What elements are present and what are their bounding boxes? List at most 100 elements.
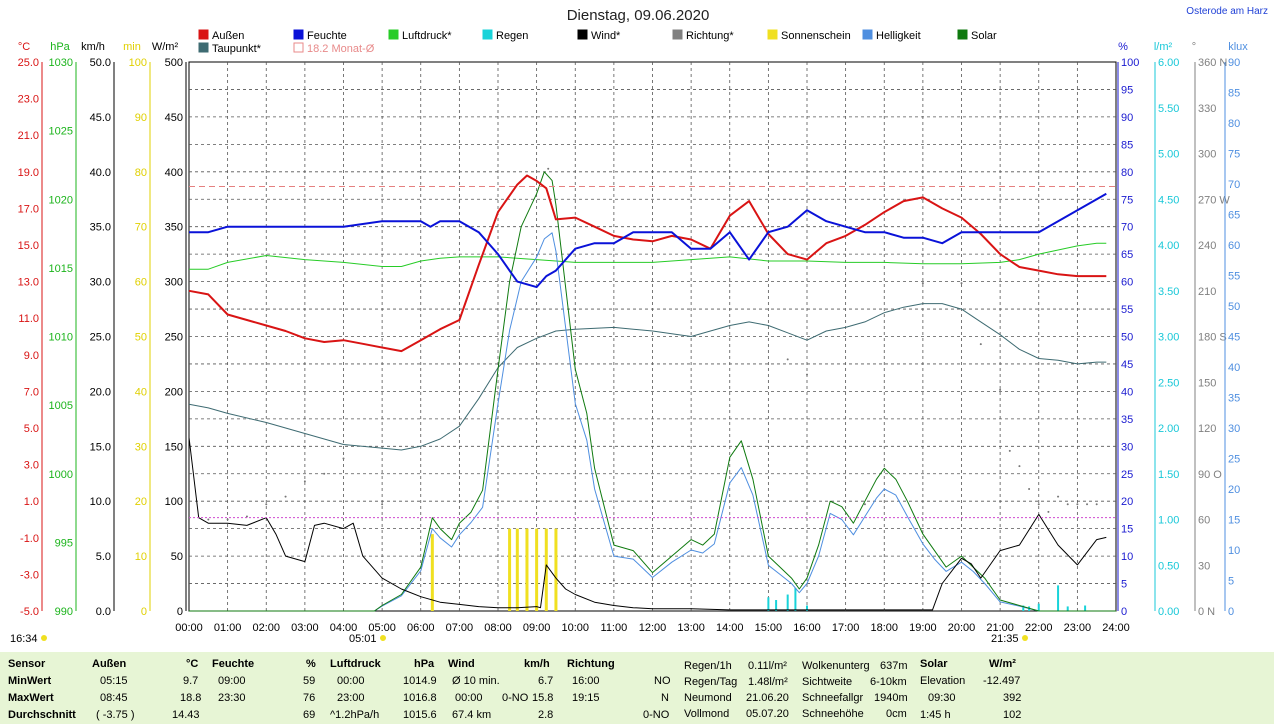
right-axis-tick: 75 [1228,149,1240,161]
solar-elev: -12.497 [983,675,1021,687]
x-tick-label: 13:00 [677,622,705,634]
aussen-max-time: 08:45 [100,692,128,704]
right-axis-tick: 5 [1228,576,1234,588]
right-axis-tick: 240 [1198,240,1216,252]
solar-unit: W/m² [989,658,1016,670]
series-layer [188,167,1116,612]
right-axis-tick: 0.50 [1158,560,1179,572]
right-axis-tick: 30 [1198,560,1210,572]
right-axis-tick: 15 [1121,524,1133,536]
legend-swatch [293,42,304,53]
wind-max: 15.8 [532,692,554,704]
point-richtung [265,503,268,506]
wind-max-time: 00:00 [455,692,483,704]
regen-tag-value: 1.48l/m² [748,676,788,688]
left-axis-tick: 10 [135,551,147,563]
location-link[interactable]: Osterode am Harz [1186,6,1268,17]
series-line-auen [188,174,1107,353]
legend-label: Sonnenschein [781,30,851,42]
right-axis-tick: 80 [1121,167,1133,179]
luftdruck-avg: 1015.6 [403,709,437,721]
right-axis-tick: 40 [1228,362,1240,374]
legend-label: Wind* [591,30,621,42]
left-axis-tick: 17.0 [18,203,39,215]
right-axis-unit: klux [1228,41,1248,53]
row-label-avg: Durchschnitt [8,709,76,721]
legend-swatch [577,29,588,40]
bar-regen [1022,605,1025,611]
right-axis-tick: 20 [1121,496,1133,508]
right-axis-tick: 50 [1121,332,1133,344]
point-richtung [1086,503,1089,506]
series-line-wind [188,437,1107,611]
point-richtung [806,373,808,376]
left-axis-tick: 0 [141,606,147,618]
x-tick-label: 09:00 [523,622,551,634]
x-tick-label: 19:00 [909,622,937,634]
left-axis-tick: 250 [165,332,183,344]
legend-swatch [198,29,209,40]
left-axis-tick: 1.0 [24,496,39,508]
feuchte-min: 59 [303,675,316,687]
legend-label: Richtung* [686,30,734,42]
richtung-max: N [661,692,669,704]
richtung-avg: 0-NO [643,709,670,721]
sunrise-label: 05:01 [349,633,377,645]
left-axis-tick: 25.0 [18,57,39,69]
point-richtung [863,503,866,506]
left-axis-tick: 995 [55,537,73,549]
row-label-sensor: Sensor [8,658,46,670]
point-richtung [207,518,210,521]
right-axis-tick: 30 [1121,441,1133,453]
right-axis-tick: 6.00 [1158,57,1179,69]
right-axis-tick: 85 [1121,139,1133,151]
x-tick-label: 22:00 [1025,622,1053,634]
left-axis-unit: W/m² [152,41,179,53]
left-axis-unit: °C [18,41,30,53]
right-axis-tick: 85 [1228,88,1240,100]
bar-regen [767,597,770,611]
right-axis-tick: 0.00 [1158,606,1179,618]
left-axis-tick: 0.0 [96,606,111,618]
left-axis-tick: 80 [135,167,147,179]
right-axis-tick: 0 N [1198,606,1215,618]
schneehoehe-label: Schneehöhe [802,708,864,720]
legend-label: Helligkeit [876,30,921,42]
left-axis-tick: 5.0 [24,423,39,435]
bar-sonnenschein [535,528,539,611]
bar-sonnenschein [525,528,529,611]
sunrise-icon [380,635,386,641]
point-richtung [303,480,306,483]
left-axis-tick: 35.0 [90,222,111,234]
schneefall-value: 1940m [874,692,908,704]
right-axis-tick: 90 O [1198,469,1222,481]
wind-avg-label: 67.4 km [452,709,492,721]
left-axis-tick: 3.0 [24,460,39,472]
wind-unit: km/h [524,658,550,670]
left-axis-tick: 20.0 [90,386,111,398]
right-axis-tick: 35 [1228,393,1240,405]
vollmond-label: Vollmond [684,708,730,720]
bar-regen [1066,606,1069,611]
left-axis-tick: 60 [135,277,147,289]
point-richtung [979,343,982,346]
x-tick-label: 02:00 [252,622,280,634]
right-axis-tick: 50 [1228,301,1240,313]
left-axis-tick: -3.0 [20,569,39,581]
right-axis-tick: 300 [1198,149,1216,161]
point-richtung [245,515,248,518]
right-axis-tick: 60 [1121,277,1133,289]
x-tick-label: 24:00 [1102,622,1130,634]
right-axis-tick: 10 [1121,551,1133,563]
right-axis-unit: % [1118,41,1128,53]
legend-label: Luftdruck* [402,30,452,42]
wolken-value: 637m [880,660,908,672]
feuchte-unit: % [306,658,316,670]
weather-chart: Dienstag, 09.06.2020 Außen Feuchte Luftdru… [10,7,1248,645]
legend-label: 18.2 Monat-Ø [307,43,375,55]
bar-sonnenschein [430,534,434,611]
time-markers: 16:34 05:01 21:35 [10,633,1028,645]
bar-sonnenschein [544,528,548,611]
x-tick-label: 07:00 [446,622,474,634]
legend-label: Außen [212,30,244,42]
